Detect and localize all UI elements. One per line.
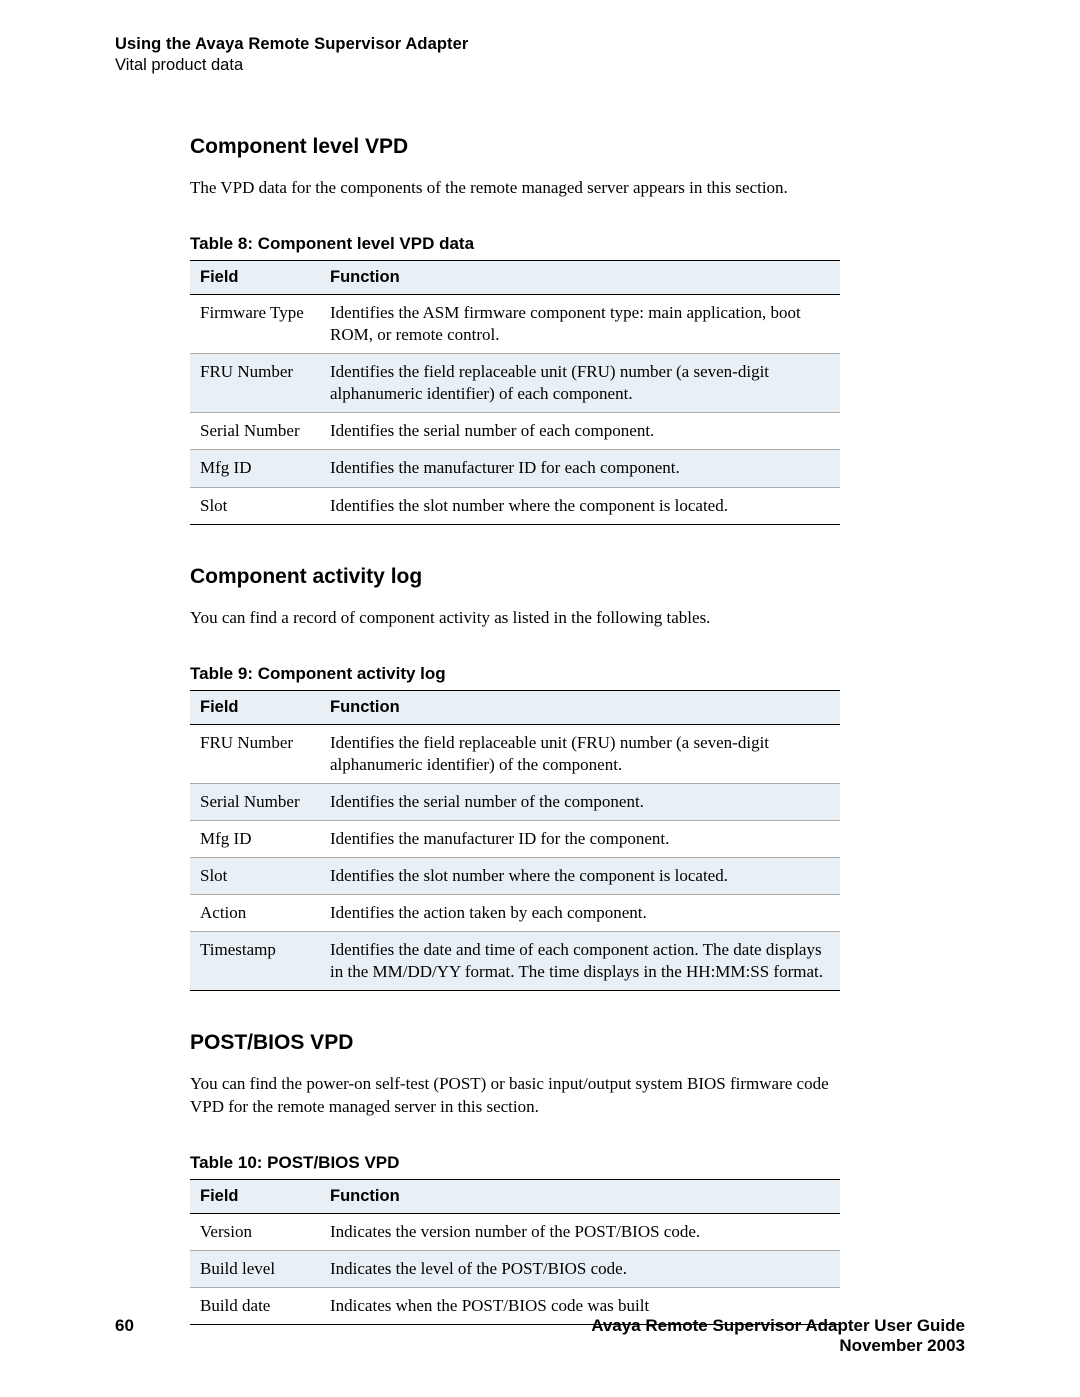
vpd-table: FieldFunctionFRU NumberIdentifies the fi…: [190, 690, 840, 992]
footer-guide-title: Avaya Remote Supervisor Adapter User Gui…: [591, 1316, 965, 1336]
table-cell: Identifies the field replaceable unit (F…: [320, 724, 840, 783]
table-cell: Serial Number: [190, 413, 320, 450]
table-cell: Timestamp: [190, 932, 320, 991]
table-cell: Serial Number: [190, 783, 320, 820]
footer-date: November 2003: [591, 1336, 965, 1356]
table-cell: Identifies the ASM firmware component ty…: [320, 294, 840, 353]
table-header-cell: Function: [320, 690, 840, 724]
page-body: Using the Avaya Remote Supervisor Adapte…: [115, 35, 965, 1325]
table-caption: Table 10: POST/BIOS VPD: [190, 1153, 850, 1173]
table-cell: Identifies the manufacturer ID for each …: [320, 450, 840, 487]
table-header-cell: Field: [190, 690, 320, 724]
table-cell: Slot: [190, 487, 320, 524]
table-row: Build levelIndicates the level of the PO…: [190, 1251, 840, 1288]
table-cell: Action: [190, 895, 320, 932]
table-cell: Identifies the action taken by each comp…: [320, 895, 840, 932]
table-row: SlotIdentifies the slot number where the…: [190, 857, 840, 894]
table-cell: Indicates the version number of the POST…: [320, 1214, 840, 1251]
section-paragraph: You can find the power-on self-test (POS…: [190, 1073, 850, 1119]
table-cell: Identifies the field replaceable unit (F…: [320, 354, 840, 413]
running-header-title: Using the Avaya Remote Supervisor Adapte…: [115, 35, 965, 54]
table-cell: Identifies the slot number where the com…: [320, 857, 840, 894]
table-row: Serial NumberIdentifies the serial numbe…: [190, 783, 840, 820]
table-cell: Identifies the date and time of each com…: [320, 932, 840, 991]
table-caption: Table 8: Component level VPD data: [190, 234, 850, 254]
section-paragraph: You can find a record of component activ…: [190, 607, 850, 630]
content-area: Component level VPD The VPD data for the …: [190, 135, 850, 1325]
table-cell: Identifies the serial number of the comp…: [320, 783, 840, 820]
footer-right: Avaya Remote Supervisor Adapter User Gui…: [591, 1316, 965, 1356]
page-number: 60: [115, 1316, 134, 1356]
table-header-cell: Field: [190, 260, 320, 294]
table-row: FRU NumberIdentifies the field replaceab…: [190, 354, 840, 413]
table-cell: Mfg ID: [190, 450, 320, 487]
table-cell: Build level: [190, 1251, 320, 1288]
page-footer: 60 Avaya Remote Supervisor Adapter User …: [115, 1316, 965, 1356]
table-row: TimestampIdentifies the date and time of…: [190, 932, 840, 991]
table-row: SlotIdentifies the slot number where the…: [190, 487, 840, 524]
table-cell: Version: [190, 1214, 320, 1251]
table-header-cell: Function: [320, 1180, 840, 1214]
running-header-subtitle: Vital product data: [115, 56, 965, 75]
table-cell: Mfg ID: [190, 820, 320, 857]
table-row: Firmware TypeIdentifies the ASM firmware…: [190, 294, 840, 353]
section-heading: Component level VPD: [190, 135, 850, 159]
table-cell: FRU Number: [190, 724, 320, 783]
table-cell: Identifies the slot number where the com…: [320, 487, 840, 524]
table-row: Mfg IDIdentifies the manufacturer ID for…: [190, 450, 840, 487]
section-heading: Component activity log: [190, 565, 850, 589]
table-row: Mfg IDIdentifies the manufacturer ID for…: [190, 820, 840, 857]
table-cell: FRU Number: [190, 354, 320, 413]
section-paragraph: The VPD data for the components of the r…: [190, 177, 850, 200]
table-header-cell: Function: [320, 260, 840, 294]
section-heading: POST/BIOS VPD: [190, 1031, 850, 1055]
table-cell: Identifies the serial number of each com…: [320, 413, 840, 450]
table-cell: Indicates the level of the POST/BIOS cod…: [320, 1251, 840, 1288]
table-row: ActionIdentifies the action taken by eac…: [190, 895, 840, 932]
vpd-table: FieldFunctionVersionIndicates the versio…: [190, 1179, 840, 1325]
table-caption: Table 9: Component activity log: [190, 664, 850, 684]
vpd-table: FieldFunctionFirmware TypeIdentifies the…: [190, 260, 840, 525]
table-cell: Slot: [190, 857, 320, 894]
table-row: Serial NumberIdentifies the serial numbe…: [190, 413, 840, 450]
table-row: FRU NumberIdentifies the field replaceab…: [190, 724, 840, 783]
table-cell: Firmware Type: [190, 294, 320, 353]
table-row: VersionIndicates the version number of t…: [190, 1214, 840, 1251]
table-cell: Identifies the manufacturer ID for the c…: [320, 820, 840, 857]
table-header-cell: Field: [190, 1180, 320, 1214]
